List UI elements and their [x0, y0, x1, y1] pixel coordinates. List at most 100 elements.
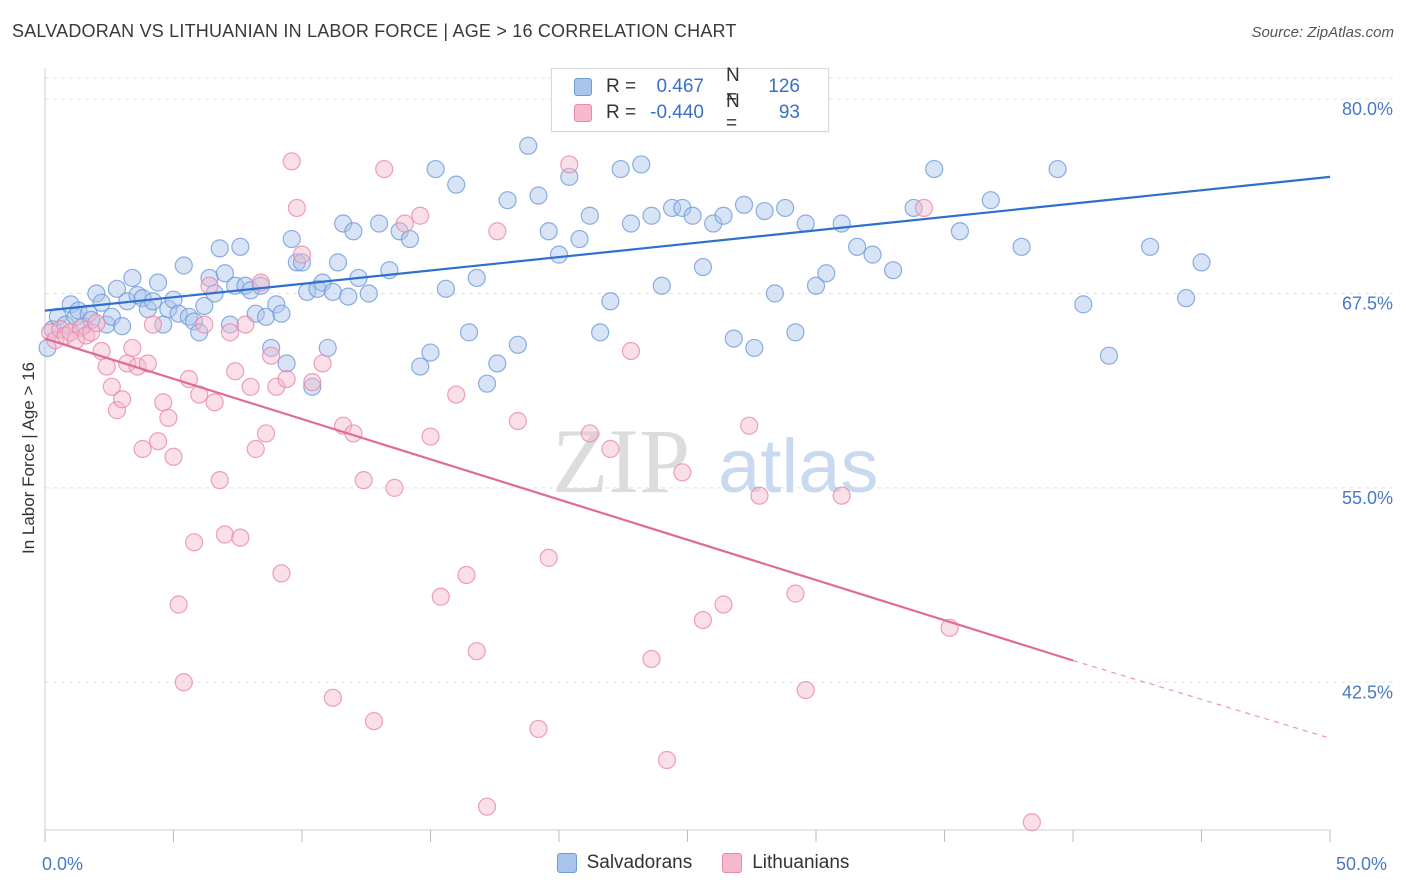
point-lithuanians	[601, 439, 620, 459]
point-lithuanians	[87, 313, 106, 333]
x-tick-labels: 0.0% 50.0%	[42, 854, 1387, 874]
point-salvadorans	[370, 214, 389, 233]
watermark: ZIP atlas	[552, 410, 879, 512]
point-salvadorans	[112, 317, 132, 336]
point-salvadorans	[184, 312, 204, 331]
point-salvadorans	[210, 239, 229, 258]
point-lithuanians	[220, 323, 240, 342]
point-lithuanians	[642, 649, 661, 669]
point-lithuanians	[210, 471, 229, 490]
point-lithuanians	[488, 222, 507, 241]
point-salvadorans	[883, 261, 903, 280]
x-tick-label-min: 0.0%	[42, 854, 83, 874]
point-lithuanians	[256, 424, 276, 443]
point-salvadorans	[549, 245, 569, 264]
point-lithuanians	[236, 315, 255, 334]
series-legend: Salvadorans Lithuanians	[0, 852, 1406, 874]
point-salvadorans	[498, 191, 517, 210]
point-salvadorans	[601, 292, 620, 311]
point-salvadorans	[143, 292, 163, 311]
legend-r-label: R =	[606, 76, 637, 97]
point-salvadorans	[267, 295, 286, 314]
point-salvadorans	[256, 307, 276, 326]
point-salvadorans	[832, 214, 851, 233]
point-salvadorans	[765, 284, 784, 303]
point-salvadorans	[272, 304, 291, 323]
point-salvadorans	[359, 284, 378, 303]
chart-title: SALVADORAN VS LITHUANIAN IN LABOR FORCE …	[12, 21, 737, 41]
point-lithuanians	[195, 315, 214, 334]
legend-n-label: N =	[726, 65, 740, 108]
point-lithuanians	[467, 642, 486, 661]
point-lithuanians	[107, 401, 127, 420]
point-salvadorans	[488, 354, 507, 373]
point-salvadorans	[662, 198, 682, 218]
point-lithuanians	[303, 373, 322, 392]
point-lithuanians	[1022, 813, 1041, 832]
legend-label-salvadorans: Salvadorans	[586, 852, 693, 873]
y-tick-labels: 42.5% 55.0% 67.5% 80.0%	[1342, 99, 1393, 702]
trend-line-lithuanians	[44, 337, 1074, 662]
point-salvadorans	[529, 186, 548, 205]
point-salvadorans	[632, 155, 651, 174]
source-label: Source: ZipAtlas.com	[1251, 24, 1394, 41]
point-lithuanians	[123, 338, 142, 358]
point-salvadorans	[164, 290, 183, 309]
point-lithuanians	[184, 533, 204, 552]
legend-item-salvadorans[interactable]: Salvadorans	[556, 852, 693, 874]
point-salvadorans	[128, 285, 147, 305]
point-salvadorans	[652, 276, 671, 295]
point-salvadorans	[734, 195, 754, 214]
legend-n-value: 93	[778, 102, 800, 123]
point-salvadorans	[277, 354, 296, 373]
point-lithuanians	[693, 610, 713, 630]
point-salvadorans	[755, 201, 774, 221]
point-salvadorans	[421, 343, 440, 362]
point-lithuanians	[205, 393, 224, 412]
point-lithuanians	[226, 362, 245, 381]
point-salvadorans	[339, 287, 358, 306]
point-salvadorans	[174, 256, 193, 275]
point-lithuanians	[112, 390, 132, 409]
y-tick-label: 55.0%	[1342, 488, 1393, 508]
point-salvadorans	[148, 273, 168, 292]
point-lithuanians	[133, 439, 152, 459]
legend-swatch-salvadorans	[574, 78, 592, 96]
point-lithuanians	[657, 750, 677, 770]
point-lithuanians	[231, 528, 250, 547]
point-lithuanians	[200, 276, 219, 295]
point-lithuanians	[246, 439, 265, 459]
legend-label-lithuanians: Lithuanians	[752, 852, 850, 873]
point-lithuanians	[750, 486, 769, 505]
point-lithuanians	[148, 432, 168, 451]
legend-item-lithuanians[interactable]: Lithuanians	[722, 852, 849, 874]
point-lithuanians	[714, 595, 733, 614]
point-salvadorans	[426, 159, 445, 179]
point-salvadorans	[925, 159, 944, 179]
point-salvadorans	[848, 237, 867, 256]
point-lithuanians	[560, 155, 579, 174]
point-lithuanians	[287, 198, 306, 218]
point-salvadorans	[323, 282, 342, 302]
y-tick-label: 80.0%	[1342, 99, 1393, 119]
point-lithuanians	[169, 595, 188, 614]
point-lithuanians	[292, 245, 312, 264]
point-salvadorans	[107, 279, 127, 298]
point-salvadorans	[1140, 237, 1160, 256]
point-salvadorans	[400, 229, 420, 249]
point-salvadorans	[745, 338, 764, 358]
point-lithuanians	[832, 486, 851, 505]
point-lithuanians	[477, 797, 497, 816]
point-salvadorans	[123, 268, 142, 288]
point-lithuanians	[323, 688, 342, 707]
correlation-legend: R = 0.467 N = 126 R = -0.440 N = 93	[551, 65, 829, 134]
point-lithuanians	[529, 719, 548, 739]
point-lithuanians	[508, 411, 527, 431]
point-salvadorans	[467, 268, 486, 288]
point-lithuanians	[272, 564, 291, 583]
point-lithuanians	[457, 565, 476, 585]
point-salvadorans	[591, 323, 610, 342]
point-lithuanians	[174, 673, 193, 692]
point-salvadorans	[169, 304, 188, 323]
